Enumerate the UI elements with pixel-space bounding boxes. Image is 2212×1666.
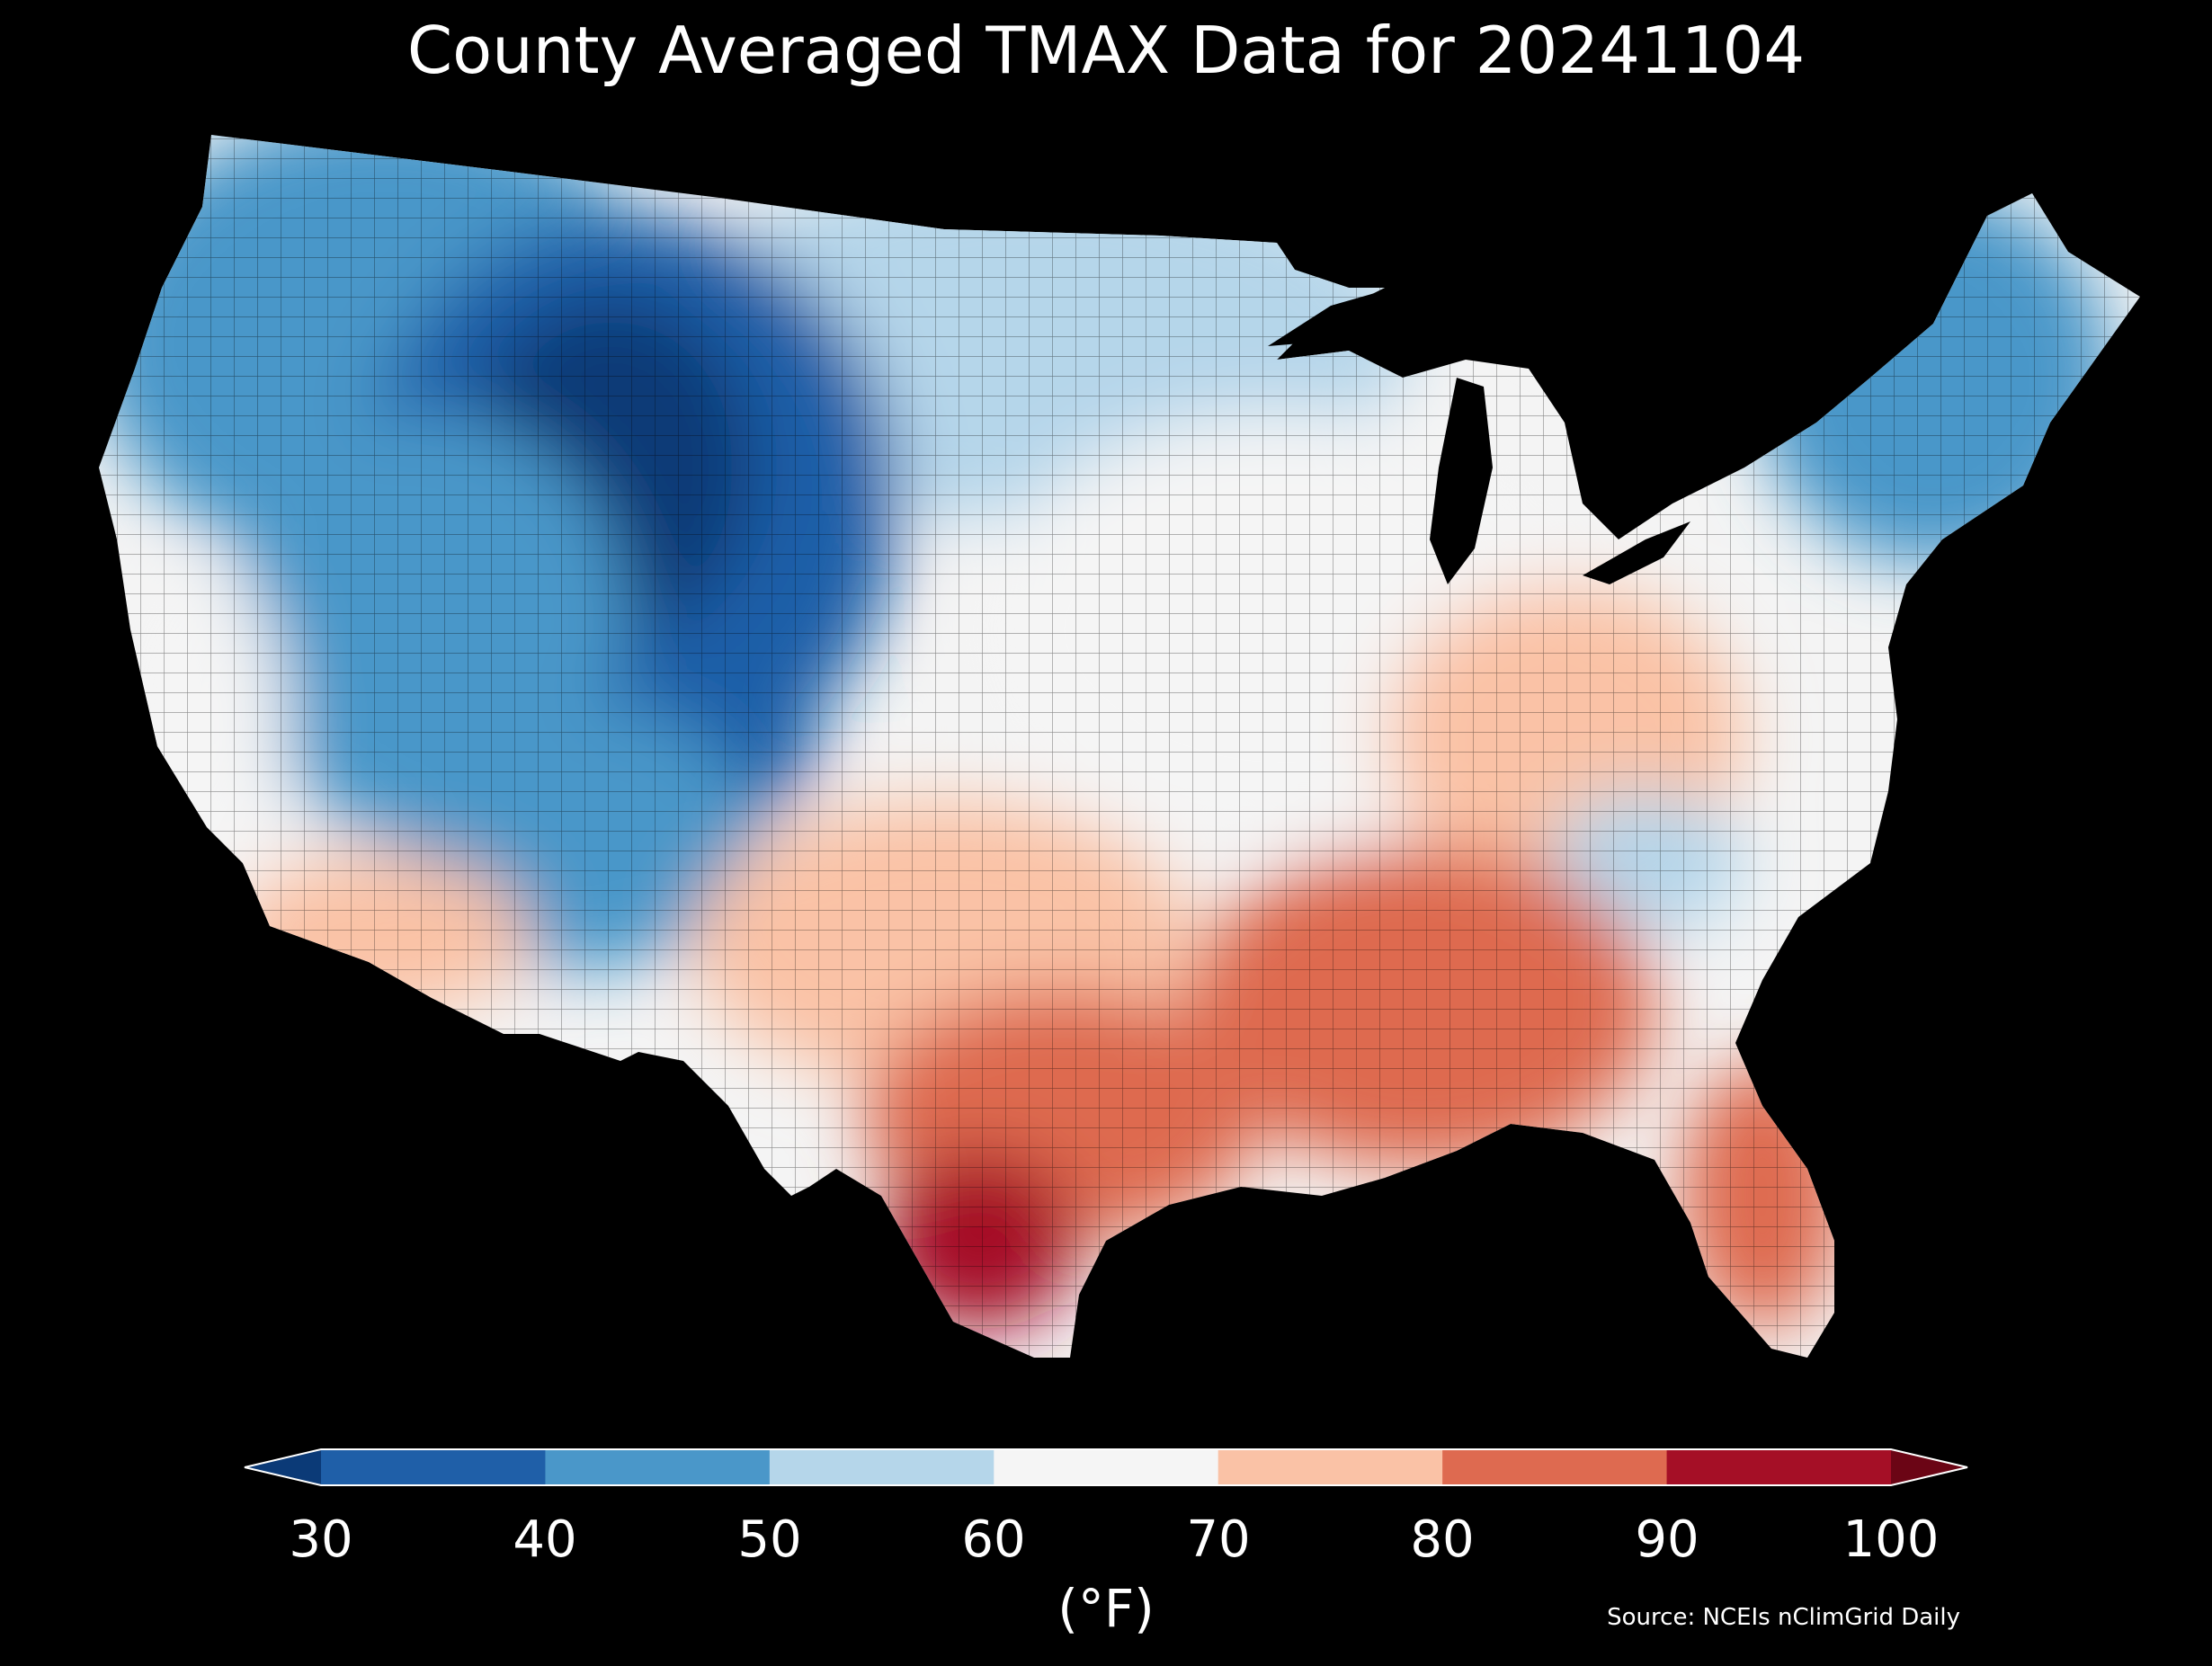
- colorbar-unit-label: (°F): [1057, 1578, 1155, 1639]
- page-title: County Averaged TMAX Data for 20241104: [406, 13, 1806, 88]
- lake-erie: [1583, 521, 1690, 584]
- source-credit: Source: NCEIs nClimGrid Daily: [1607, 1604, 1960, 1631]
- colorbar-extend-low: [245, 1449, 321, 1485]
- tick-label-40: 40: [513, 1510, 577, 1569]
- colorbar-segment-90-100: [1666, 1449, 1892, 1485]
- tick-label-70: 70: [1186, 1510, 1251, 1569]
- tick-label-100: 100: [1842, 1510, 1940, 1569]
- colorbar-segment-70-80: [1217, 1449, 1443, 1485]
- colorbar-outline: [244, 1448, 1968, 1486]
- tick-label-90: 90: [1635, 1510, 1699, 1569]
- colorbar-segment-60-70: [994, 1449, 1219, 1485]
- tick-label-50: 50: [737, 1510, 802, 1569]
- lake-superior: [1268, 288, 1394, 346]
- lake-michigan: [1430, 378, 1493, 584]
- colorbar-segment-80-90: [1442, 1449, 1668, 1485]
- tick-label-60: 60: [961, 1510, 1026, 1569]
- colorbar-segment-40-50: [545, 1449, 771, 1485]
- colorbar-extend-high: [1891, 1449, 1967, 1485]
- colorbar-segment-30-40: [321, 1449, 546, 1485]
- colorbar-segment-50-60: [769, 1449, 995, 1485]
- tick-label-80: 80: [1410, 1510, 1475, 1569]
- tick-label-30: 30: [289, 1510, 353, 1569]
